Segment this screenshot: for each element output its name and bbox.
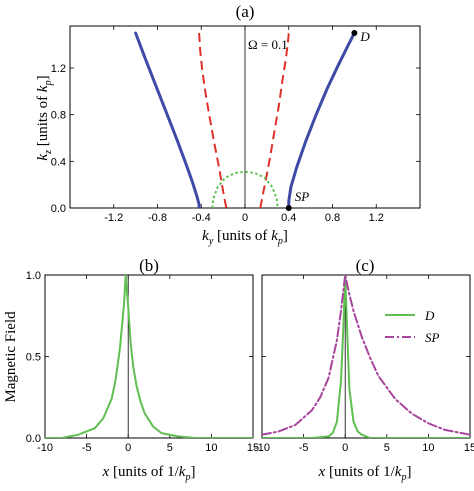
x-tick-label: 0 <box>342 442 348 454</box>
x-tick-label: -1.2 <box>104 212 123 224</box>
panel-b: (b) Magnetic Field x [units of 1/kp] -10… <box>3 256 259 483</box>
panel-b-xlabel: x [units of 1/kp] <box>102 464 196 483</box>
x-tick-label: 0.8 <box>325 212 340 224</box>
x-tick-label: 15 <box>247 442 259 454</box>
panel-a-annotation: Ω = 0.1 <box>248 37 288 52</box>
point-sp-label: SP <box>295 189 310 204</box>
y-tick-label: 0.0 <box>51 203 66 215</box>
panel-c-series-d-solid <box>262 275 470 438</box>
point-sp <box>285 205 292 211</box>
x-tick-label: 0 <box>125 442 131 454</box>
legend-label-sp: SP <box>425 330 440 345</box>
x-tick-label: -5 <box>82 442 92 454</box>
y-tick-label: 0.0 <box>26 433 41 445</box>
x-tick-label: 5 <box>167 442 173 454</box>
point-d <box>351 30 358 36</box>
panel-b-label: (b) <box>139 256 159 275</box>
x-tick-label: 0.4 <box>281 212 296 224</box>
x-tick-label: 5 <box>384 442 390 454</box>
x-tick-label: -10 <box>37 442 53 454</box>
panel-a-series-2-dashed <box>198 32 228 208</box>
panel-c-series-sp-dashdot <box>262 275 470 436</box>
panel-a-ylabel: kz [units of kp] <box>35 75 54 160</box>
y-tick-label: 1.0 <box>26 270 41 282</box>
y-tick-label: 0.8 <box>51 110 66 122</box>
panel-c-frame <box>261 274 471 439</box>
x-tick-label: 1.2 <box>369 212 384 224</box>
x-tick-label: -10 <box>254 442 270 454</box>
point-d-label: D <box>359 29 370 44</box>
panel-a-series-4-dotted <box>211 170 279 208</box>
x-tick-label: -5 <box>299 442 309 454</box>
x-tick-label: 15 <box>464 442 474 454</box>
panel-a-xlabel: ky [units of kp] <box>202 228 288 247</box>
x-tick-label: 10 <box>422 442 434 454</box>
y-tick-label: 0.5 <box>26 352 41 364</box>
x-tick-label: -0.4 <box>192 212 211 224</box>
panel-c-xlabel: x [units of 1/kp] <box>318 464 412 483</box>
panel-b-series-0-solid <box>45 275 253 438</box>
panel-a-series-0-solid <box>134 31 201 208</box>
panel-a: (a) Ω = 0.1 ky [units of kp] kz [units o… <box>35 2 421 247</box>
x-tick-label: 10 <box>205 442 217 454</box>
y-tick-label: 1.2 <box>51 63 66 75</box>
panel-a-series-3-dashed <box>259 32 290 208</box>
panel-a-series-1-solid <box>287 31 356 208</box>
x-tick-label: 0 <box>242 212 248 224</box>
panel-b-frame <box>44 274 254 439</box>
panel-a-label: (a) <box>236 2 255 21</box>
panel-c-label: (c) <box>356 256 375 275</box>
panel-c: (c) x [units of 1/kp] -10 -5 0 5 10 15 D SP <box>254 256 474 483</box>
y-tick-label: 0.4 <box>51 156 66 168</box>
panel-b-ylabel: Magnetic Field <box>3 311 19 403</box>
x-tick-label: -0.8 <box>148 212 167 224</box>
legend-label-d: D <box>424 308 435 323</box>
